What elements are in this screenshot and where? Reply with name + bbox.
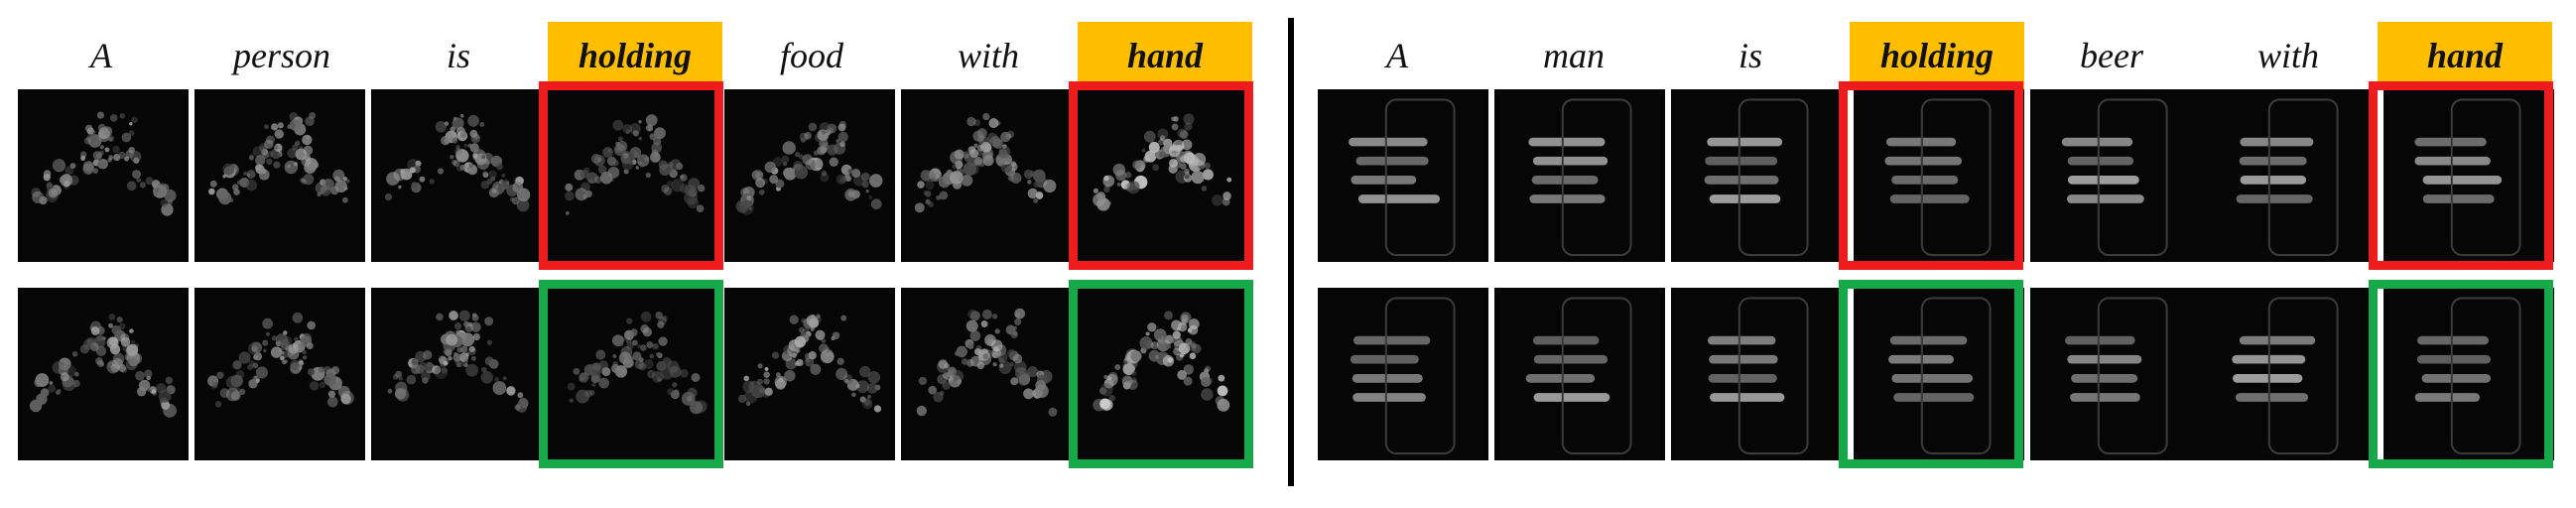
attention-map <box>724 288 895 460</box>
left-word-5: with <box>957 36 1019 75</box>
attention-map <box>371 89 542 262</box>
attention-map <box>18 89 189 262</box>
attention-map <box>18 288 189 460</box>
attention-map <box>371 288 542 460</box>
attention-map <box>1078 89 1248 262</box>
right-panel: A man is holding beer with hand <box>1310 0 2576 508</box>
attention-map <box>2030 288 2201 460</box>
left-row-top <box>0 89 1290 264</box>
attention-map <box>194 89 365 262</box>
attention-map <box>1671 89 1842 262</box>
left-word-6-highlighted: hand <box>1078 22 1252 89</box>
right-word-1: man <box>1543 36 1605 75</box>
attention-map <box>1318 288 1488 460</box>
attention-map <box>2201 288 2372 460</box>
left-row-bottom <box>0 288 1290 462</box>
attention-map <box>2383 288 2554 460</box>
attention-map <box>1494 288 1665 460</box>
attention-map <box>724 89 895 262</box>
attention-map <box>2030 89 2201 262</box>
attention-map <box>1671 288 1842 460</box>
attention-map <box>2383 89 2554 262</box>
right-word-2: is <box>1738 36 1762 75</box>
panel-divider <box>1288 18 1294 486</box>
right-word-0: A <box>1386 36 1408 75</box>
attention-map <box>1854 89 2024 262</box>
left-word-0: A <box>90 36 112 75</box>
right-row-top <box>1310 89 2576 264</box>
left-word-3-highlighted: holding <box>548 22 722 89</box>
attention-map <box>901 288 1072 460</box>
attention-map <box>1078 288 1248 460</box>
attention-map <box>901 89 1072 262</box>
left-word-4: food <box>779 36 843 75</box>
right-row-bottom <box>1310 288 2576 462</box>
attention-map <box>1494 89 1665 262</box>
right-word-4: beer <box>2080 36 2143 75</box>
left-word-2: is <box>446 36 470 75</box>
right-word-3-highlighted: holding <box>1850 22 2024 89</box>
attention-map <box>2201 89 2372 262</box>
attention-map <box>548 89 718 262</box>
attention-map <box>1318 89 1488 262</box>
attention-map <box>1854 288 2024 460</box>
right-word-5: with <box>2256 36 2319 75</box>
attention-map <box>548 288 718 460</box>
right-word-6-highlighted: hand <box>2378 22 2552 89</box>
attention-map <box>194 288 365 460</box>
left-panel: A person is holding food with hand <box>0 22 1290 468</box>
left-word-1: person <box>233 36 330 75</box>
